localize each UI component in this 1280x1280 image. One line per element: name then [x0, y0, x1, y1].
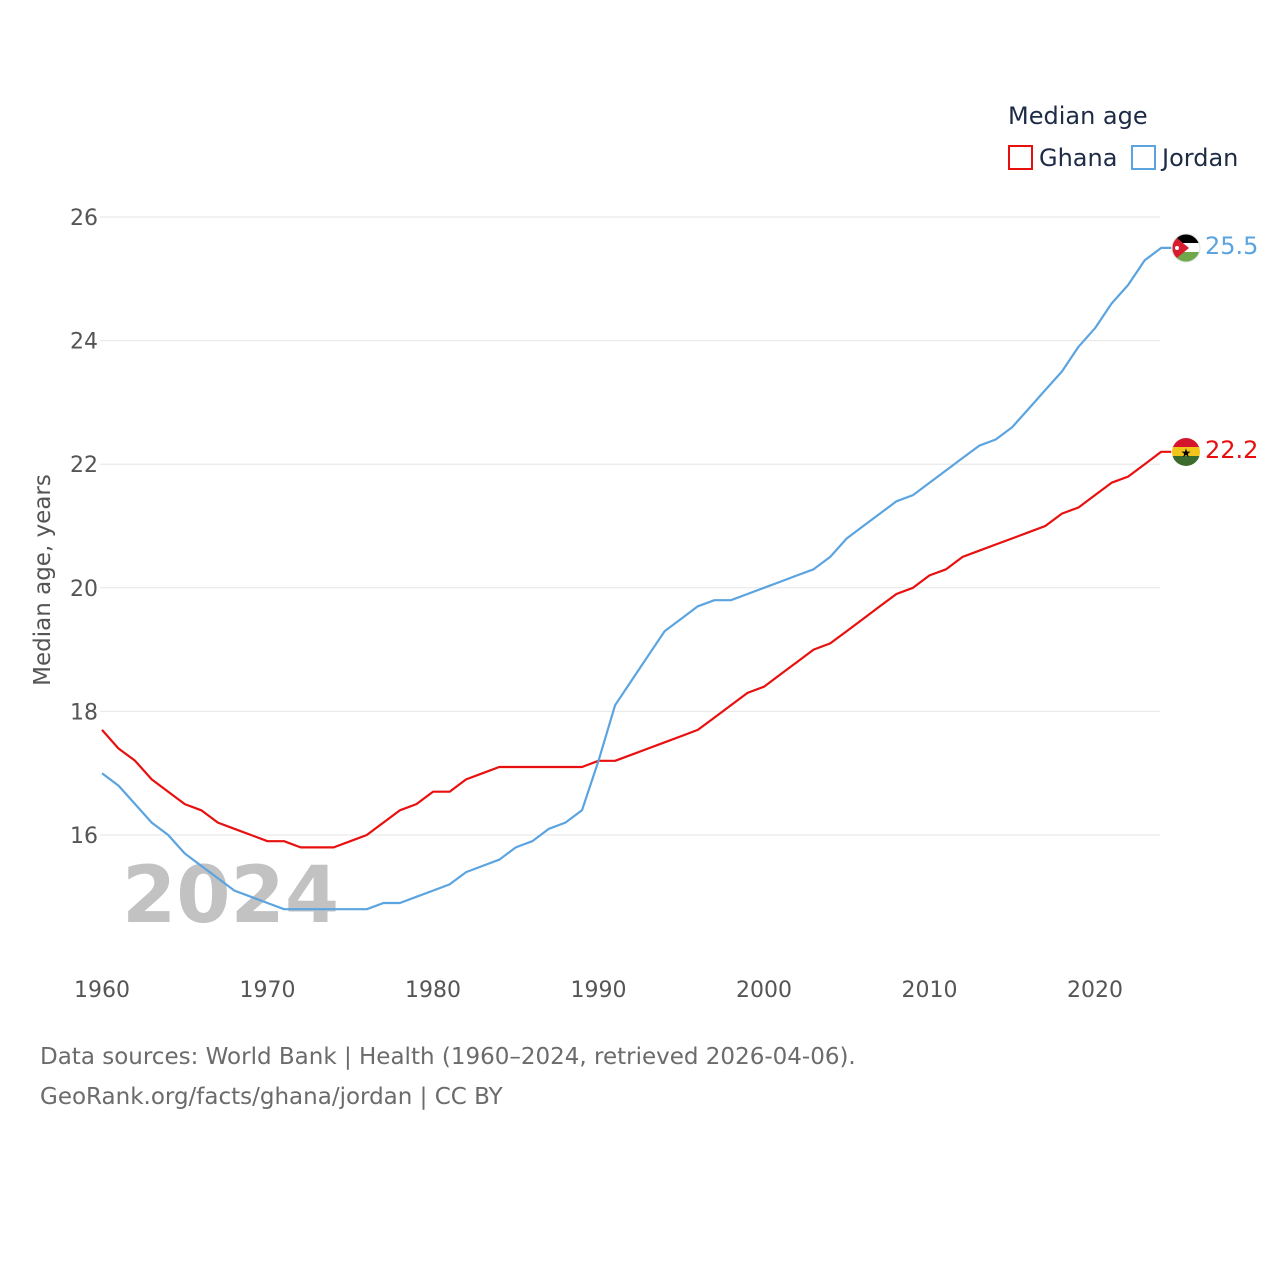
legend-swatch-ghana — [1008, 145, 1033, 170]
end-label-ghana: 22.2 — [1205, 436, 1258, 464]
x-tick-label-1990: 1990 — [571, 978, 627, 1003]
x-tick-label-2000: 2000 — [736, 978, 792, 1003]
legend-label-ghana: Ghana — [1039, 144, 1117, 172]
x-tick-label-1960: 1960 — [74, 978, 130, 1003]
y-tick-label-22: 22 — [70, 453, 98, 478]
y-tick-label-26: 26 — [70, 206, 98, 231]
x-tick-label-2020: 2020 — [1067, 978, 1123, 1003]
gridlines — [100, 216, 1160, 836]
y-tick-label-20: 20 — [70, 577, 98, 602]
end-label-jordan: 25.5 — [1205, 232, 1258, 260]
x-axis-ticks: 1960 1970 1980 1990 2000 2010 2020 — [74, 978, 1123, 1003]
legend-label-jordan: Jordan — [1160, 144, 1238, 172]
y-tick-label-16: 16 — [70, 824, 98, 849]
y-axis-label: Median age, years — [30, 474, 56, 686]
x-tick-label-2010: 2010 — [902, 978, 958, 1003]
ghana-flag-icon: ★ — [1172, 438, 1200, 466]
y-axis-ticks: 16 18 20 22 24 26 — [70, 206, 98, 849]
svg-text:★: ★ — [1181, 446, 1192, 460]
series-line-ghana[interactable] — [101, 450, 1172, 849]
y-tick-label-18: 18 — [70, 700, 98, 725]
legend-title: Median age — [1008, 102, 1148, 130]
x-tick-label-1970: 1970 — [240, 978, 296, 1003]
year-watermark: 2024 — [122, 851, 339, 941]
legend-item-ghana[interactable]: Ghana — [1008, 144, 1117, 172]
y-tick-label-24: 24 — [70, 330, 98, 355]
source-line-1: Data sources: World Bank | Health (1960–… — [40, 1044, 856, 1070]
legend-swatch-jordan — [1131, 145, 1156, 170]
series-line-jordan[interactable] — [101, 246, 1172, 911]
x-tick-label-1980: 1980 — [405, 978, 461, 1003]
legend-item-jordan[interactable]: Jordan — [1131, 144, 1238, 172]
legend: Median age Ghana Jordan — [1008, 102, 1238, 172]
jordan-flag-icon — [1172, 234, 1200, 262]
jordan-flag-border — [1171, 233, 1201, 263]
source-line-2[interactable]: GeoRank.org/facts/ghana/jordan | CC BY — [40, 1084, 503, 1110]
series-layer — [101, 246, 1172, 911]
